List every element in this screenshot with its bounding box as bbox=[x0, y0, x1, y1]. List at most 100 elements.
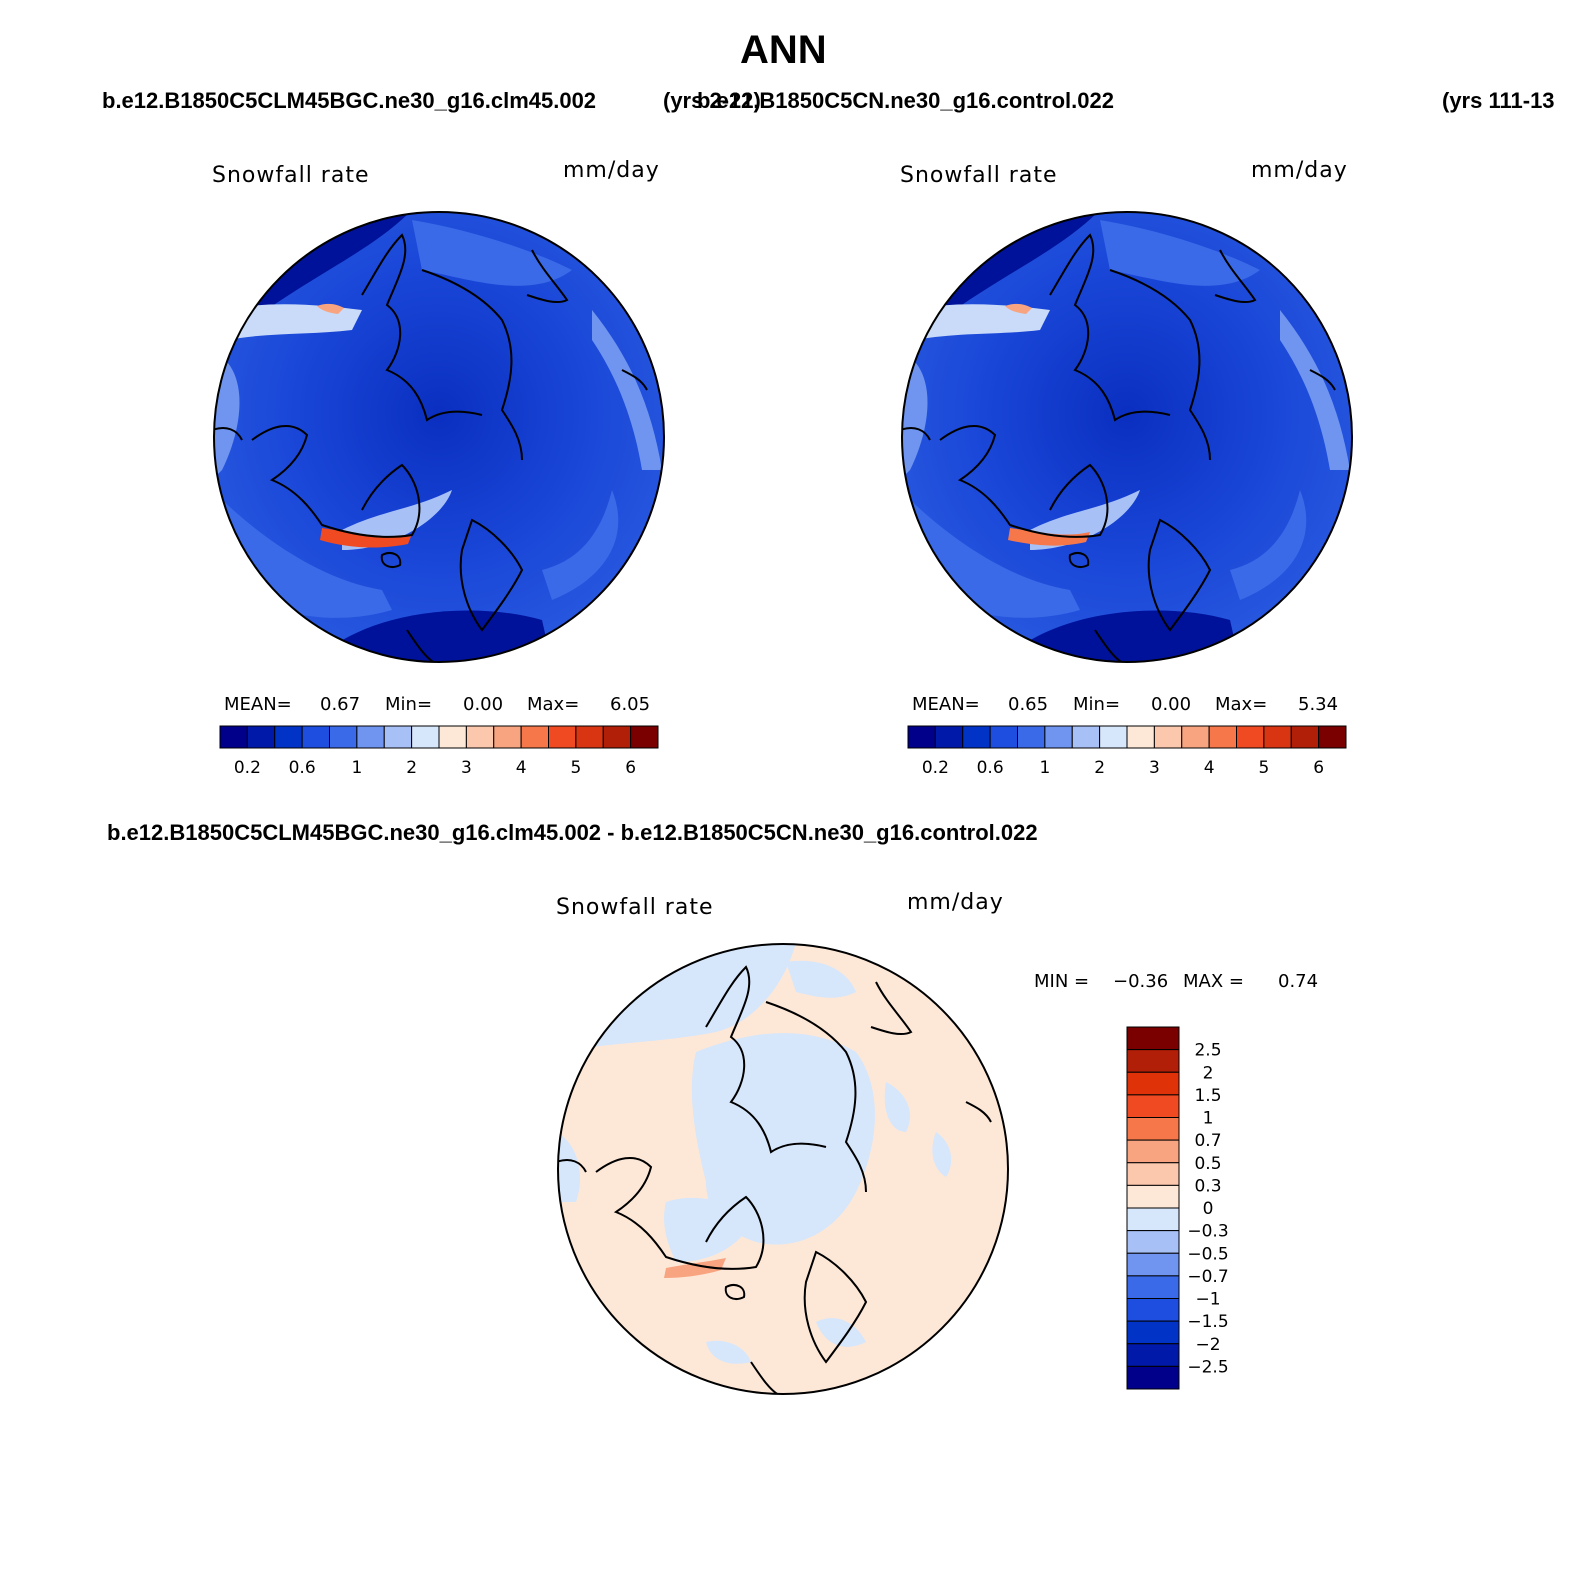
panel2-colorbar-box bbox=[1263, 725, 1292, 749]
panel2-colorbar-tick-label: 2 bbox=[1094, 758, 1105, 778]
panel1-max-value: 6.05 bbox=[610, 694, 651, 715]
difference-colorbar-box bbox=[1126, 1298, 1180, 1322]
panel1-colorbar-box bbox=[301, 725, 330, 749]
panel1-colorbar-tick-label: 4 bbox=[516, 758, 527, 778]
panel2-colorbar-box bbox=[1126, 725, 1155, 749]
panel1-min-label: Min= bbox=[385, 694, 433, 715]
panel2-colorbar: 0.2 0.6 1 2 3 4 5 6 bbox=[907, 725, 1347, 778]
panel1-colorbar-box bbox=[219, 725, 248, 749]
difference-colorbar-tick-label: −2.5 bbox=[1187, 1357, 1228, 1377]
case-title-2: b.e12.B1850C5CN.ne30_g16.control.022 bbox=[697, 88, 1114, 113]
panel1-colorbar-tick-label: 0.6 bbox=[289, 758, 316, 778]
panel1-min-value: 0.00 bbox=[463, 694, 504, 715]
difference-colorbar-box bbox=[1126, 1275, 1180, 1299]
difference-colorbar-tick-label: 0.3 bbox=[1194, 1176, 1221, 1196]
difference-colorbar-tick-label: −1.5 bbox=[1187, 1312, 1228, 1332]
panel1-colorbar-box bbox=[630, 725, 659, 749]
panel2-mean-label: MEAN= bbox=[912, 694, 980, 715]
difference-colorbar-box bbox=[1126, 1343, 1180, 1367]
panel1-mean-label: MEAN= bbox=[224, 694, 292, 715]
panel2-colorbar-box bbox=[1181, 725, 1210, 749]
panel2-variable-label: Snowfall rate bbox=[900, 163, 1058, 188]
case-title-1: b.e12.B1850C5CLM45BGC.ne30_g16.clm45.002 bbox=[102, 88, 597, 113]
diff-min-label: MIN = bbox=[1034, 971, 1090, 992]
difference-title: b.e12.B1850C5CLM45BGC.ne30_g16.clm45.002… bbox=[107, 820, 1038, 845]
diff-min-value: −0.36 bbox=[1113, 971, 1169, 992]
panel2-colorbar-box bbox=[1071, 725, 1101, 749]
difference-colorbar-box bbox=[1126, 1049, 1180, 1073]
panel2-colorbar-box bbox=[907, 725, 936, 749]
difference-colorbar-tick-label: 0 bbox=[1203, 1199, 1214, 1219]
panel1-colorbar-box bbox=[274, 725, 303, 749]
panel1-colorbar-box bbox=[383, 725, 413, 749]
panel2-min-value: 0.00 bbox=[1151, 694, 1192, 715]
difference-colorbar-tick-label: 1 bbox=[1203, 1109, 1214, 1129]
panel1-colorbar-tick-label: 6 bbox=[625, 758, 636, 778]
diff-max-label: MAX = bbox=[1183, 971, 1244, 992]
difference-colorbar-tick-label: −0.7 bbox=[1187, 1267, 1228, 1287]
difference-colorbar-tick-label: 0.7 bbox=[1194, 1131, 1221, 1151]
panel2-colorbar-tick-label: 1 bbox=[1039, 758, 1050, 778]
difference-colorbar-tick-label: −0.3 bbox=[1187, 1222, 1228, 1242]
difference-colorbar-box bbox=[1126, 1207, 1180, 1232]
panel2-colorbar-box bbox=[1290, 725, 1320, 749]
panel1-colorbar-tick-label: 2 bbox=[406, 758, 417, 778]
panel2-colorbar-tick-label: 5 bbox=[1258, 758, 1269, 778]
panel1-colorbar-box bbox=[493, 725, 522, 749]
panel2-colorbar-box bbox=[962, 725, 991, 749]
panel1-colorbar: 0.2 0.6 1 2 3 4 5 6 bbox=[219, 725, 659, 778]
panel2-colorbar-box bbox=[1236, 725, 1265, 749]
panel2-colorbar-box bbox=[1318, 725, 1347, 749]
difference-colorbar-box bbox=[1126, 1320, 1180, 1345]
difference-colorbar: 2.52 1.5 10.7 0.50.3 0 −0.3−0.5 −0.7 −1−1.5 −2−2… bbox=[1126, 1026, 1229, 1390]
panel2-colorbar-tick-label: 4 bbox=[1204, 758, 1215, 778]
panel2-colorbar-box bbox=[1099, 725, 1128, 749]
difference-colorbar-box bbox=[1126, 1026, 1180, 1051]
panel1-colorbar-box bbox=[356, 725, 385, 749]
difference-colorbar-tick-label: −0.5 bbox=[1187, 1244, 1228, 1264]
panel2-units-label: mm/day bbox=[1251, 158, 1348, 183]
panel1-colorbar-box bbox=[465, 725, 495, 749]
diff-units-label: mm/day bbox=[907, 890, 1004, 915]
polar-map-2 bbox=[901, 211, 1353, 663]
difference-colorbar-tick-label: −1 bbox=[1195, 1290, 1220, 1310]
difference-colorbar-box bbox=[1126, 1117, 1180, 1141]
difference-colorbar-box bbox=[1126, 1162, 1180, 1186]
difference-colorbar-tick-label: 2 bbox=[1203, 1063, 1214, 1083]
difference-colorbar-tick-label: 2.5 bbox=[1194, 1041, 1221, 1061]
panel1-colorbar-box bbox=[411, 725, 440, 749]
panel1-colorbar-tick-label: 5 bbox=[570, 758, 581, 778]
panel2-max-value: 5.34 bbox=[1298, 694, 1339, 715]
panel1-colorbar-box bbox=[329, 725, 358, 749]
panel1-variable-label: Snowfall rate bbox=[212, 163, 370, 188]
panel2-mean-value: 0.65 bbox=[1008, 694, 1049, 715]
difference-colorbar-tick-label: 1.5 bbox=[1194, 1086, 1221, 1106]
panel2-colorbar-tick-label: 0.6 bbox=[977, 758, 1004, 778]
panel1-mean-value: 0.67 bbox=[320, 694, 361, 715]
difference-colorbar-box bbox=[1126, 1071, 1180, 1096]
diff-max-value: 0.74 bbox=[1278, 971, 1319, 992]
panel1-colorbar-box bbox=[438, 725, 467, 749]
difference-colorbar-box bbox=[1126, 1365, 1180, 1390]
difference-colorbar-tick-label: −2 bbox=[1195, 1335, 1220, 1355]
panel2-min-label: Min= bbox=[1073, 694, 1121, 715]
case-years-2: (yrs 111-13 bbox=[1442, 88, 1555, 113]
difference-colorbar-box bbox=[1126, 1252, 1180, 1277]
panel2-colorbar-tick-label: 3 bbox=[1149, 758, 1160, 778]
panel2-colorbar-tick-label: 6 bbox=[1313, 758, 1324, 778]
panel1-colorbar-tick-label: 3 bbox=[461, 758, 472, 778]
case-years-1: (yrs 2-21) bbox=[663, 88, 761, 113]
panel1-colorbar-box bbox=[520, 725, 549, 749]
panel1-max-label: Max= bbox=[527, 694, 580, 715]
season-title: ANN bbox=[740, 28, 827, 72]
difference-colorbar-box bbox=[1126, 1184, 1180, 1209]
panel2-colorbar-box bbox=[1208, 725, 1237, 749]
difference-colorbar-box bbox=[1126, 1139, 1180, 1164]
panel1-colorbar-box bbox=[548, 725, 577, 749]
panel2-colorbar-tick-label: 0.2 bbox=[922, 758, 949, 778]
difference-colorbar-box bbox=[1126, 1094, 1180, 1118]
panel1-colorbar-box bbox=[575, 725, 604, 749]
panel1-colorbar-box bbox=[246, 725, 276, 749]
panel1-units-label: mm/day bbox=[563, 158, 660, 183]
polar-map-1 bbox=[213, 211, 665, 663]
